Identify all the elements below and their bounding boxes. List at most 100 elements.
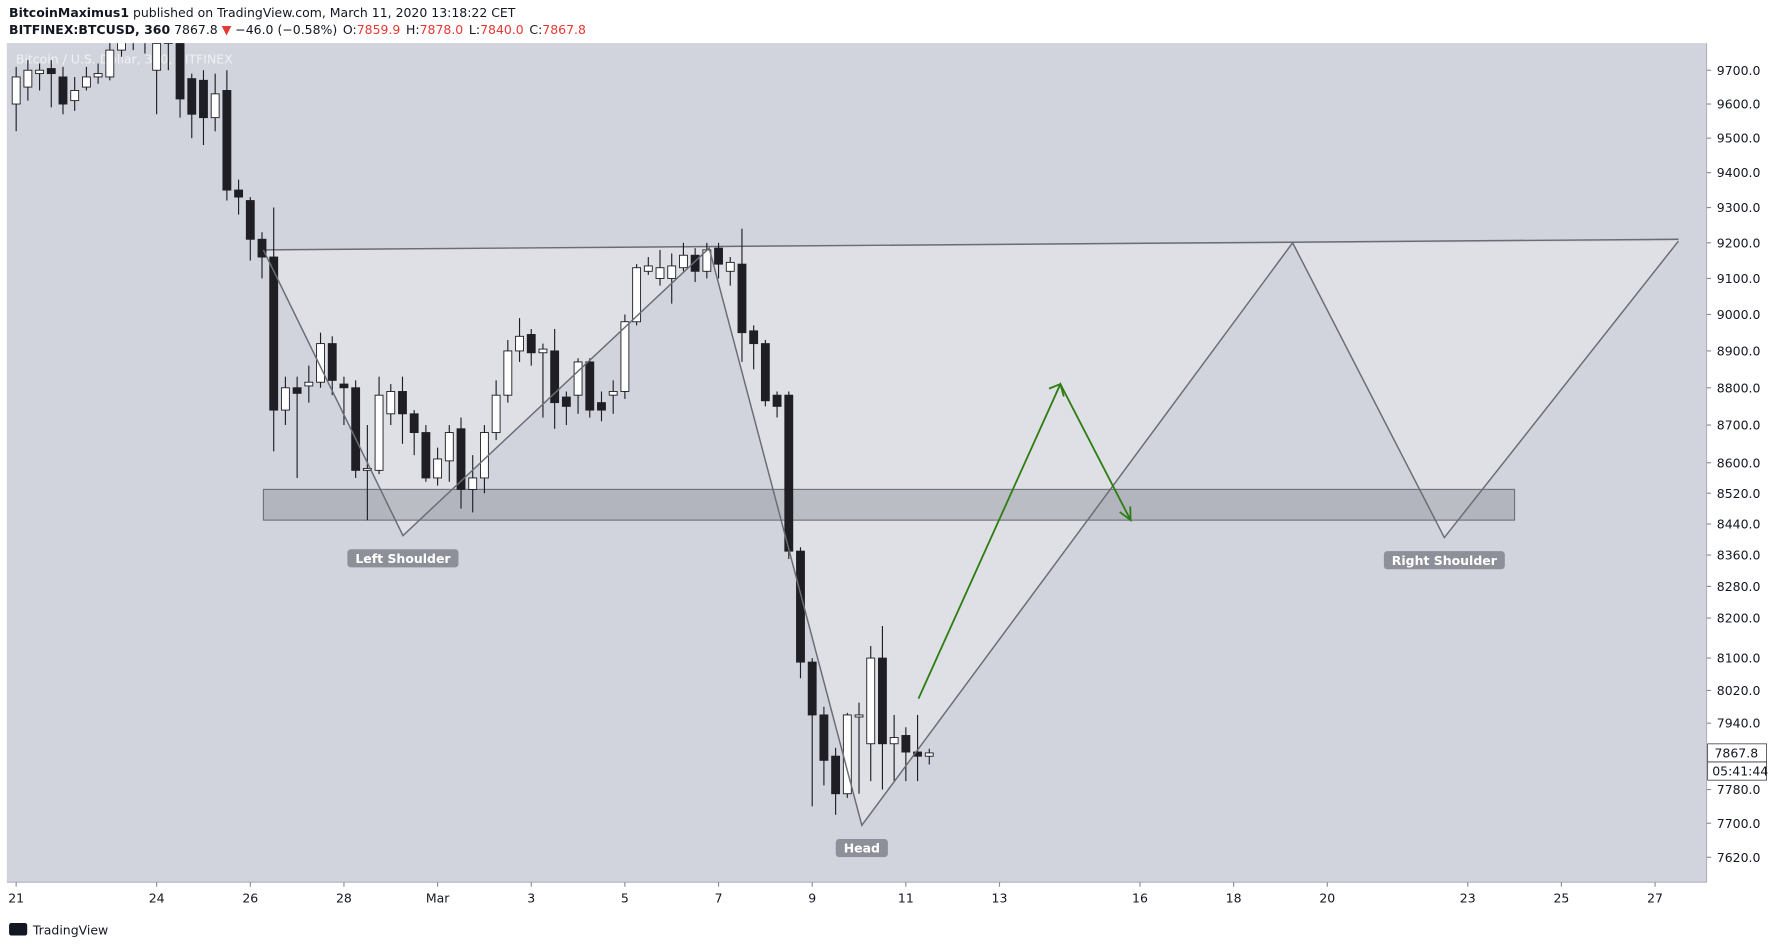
candle-body: [714, 247, 723, 265]
candle: [913, 714, 922, 782]
candle: [550, 329, 560, 429]
candle-body: [58, 76, 68, 105]
candle-body: [737, 263, 747, 334]
candle: [187, 73, 197, 139]
plot-area: [6, 43, 1707, 883]
candle: [538, 343, 548, 418]
candle: [620, 314, 630, 399]
candle: [257, 232, 267, 279]
candle: [433, 447, 443, 486]
candle: [796, 547, 805, 679]
y-tick-label: 9500.0: [1717, 131, 1761, 146]
x-tick-label: 9: [808, 891, 816, 906]
candle-body: [679, 254, 688, 269]
candle-body: [163, 43, 173, 44]
candle-body: [491, 394, 501, 434]
y-tick-label: 8900.0: [1717, 343, 1761, 358]
candle: [163, 43, 173, 71]
watermark: Bitcoin / U.S. Dollar, 360, BITFINEX: [16, 52, 233, 67]
candle-body: [561, 396, 571, 407]
y-tick-label: 9700.0: [1717, 63, 1761, 78]
x-tick-label: 3: [527, 891, 535, 906]
x-tick-label: 20: [1319, 891, 1335, 906]
candle-body: [620, 321, 630, 392]
candle: [655, 249, 665, 286]
annotation-box: [347, 549, 459, 568]
ohlc-value: 7859.9: [357, 22, 401, 37]
candle-body: [210, 93, 220, 119]
x-tick-label: 27: [1647, 891, 1663, 906]
candle: [58, 66, 68, 115]
candle: [831, 747, 841, 815]
y-tick-label: 9600.0: [1717, 97, 1761, 112]
y-tick-label: 8280.0: [1717, 579, 1761, 594]
candle-body: [878, 657, 887, 745]
candle-body: [924, 752, 934, 757]
candle: [398, 376, 407, 444]
candle: [866, 646, 876, 782]
candle-body: [304, 381, 314, 387]
candle: [842, 712, 852, 798]
candle-body: [667, 265, 677, 279]
candle: [597, 391, 606, 422]
annotation: Head: [835, 838, 888, 858]
candle-body: [105, 49, 115, 78]
candle-body: [655, 267, 665, 279]
candle-body: [175, 43, 185, 100]
candle: [222, 70, 232, 201]
author: BitcoinMaximus1: [9, 5, 129, 20]
candle: [503, 339, 513, 403]
candle: [632, 264, 642, 326]
candle-body: [327, 343, 337, 381]
candle-body: [234, 189, 244, 198]
candle: [105, 43, 115, 81]
candle-body: [11, 76, 21, 105]
candle-body: [585, 361, 595, 411]
candle-body: [187, 78, 197, 115]
candle: [878, 626, 887, 790]
x-tick-label: 16: [1132, 891, 1148, 906]
y-tick-label: 8440.0: [1717, 517, 1761, 532]
x-tick-label: 13: [992, 891, 1008, 906]
annotation-label: Right Shoulder: [1392, 553, 1498, 568]
pattern-line: [262, 240, 1680, 828]
candle-body: [339, 383, 349, 389]
candle: [374, 376, 384, 475]
candle: [772, 391, 782, 418]
y-tick-label: 8200.0: [1717, 611, 1761, 626]
candle: [749, 325, 759, 370]
y-tick-label: 9200.0: [1717, 235, 1761, 250]
candle-body: [597, 402, 606, 411]
candle-body: [316, 343, 325, 383]
y-tick-label: 9100.0: [1717, 271, 1761, 286]
candle-body: [479, 432, 489, 479]
candle-body: [784, 394, 794, 552]
candle: [526, 329, 536, 366]
candle: [854, 702, 864, 794]
candle-body: [608, 391, 618, 396]
candle: [807, 658, 817, 807]
annotation-box: [835, 838, 888, 858]
candle: [280, 376, 290, 426]
candle-body: [269, 256, 279, 411]
arrow-head: [1119, 506, 1132, 522]
neckline: [263, 238, 1679, 251]
candle: [690, 248, 700, 283]
x-tick-label: 24: [149, 891, 165, 906]
annotation-label: Left Shoulder: [355, 551, 451, 566]
candle: [132, 43, 134, 51]
candle: [608, 380, 618, 414]
countdown-box: [1707, 761, 1768, 781]
y-tick-label: 8700.0: [1717, 418, 1761, 433]
last-price: 7867.8: [174, 22, 218, 37]
candle: [23, 60, 33, 101]
candle-body: [93, 73, 103, 78]
candle: [292, 376, 302, 478]
candle-body: [831, 755, 841, 795]
candle-body: [35, 69, 45, 75]
candle-body: [889, 737, 899, 745]
brand: TradingView: [9, 922, 108, 937]
candle-body: [760, 343, 770, 402]
candle-body: [81, 76, 91, 88]
candle-body: [409, 413, 419, 434]
